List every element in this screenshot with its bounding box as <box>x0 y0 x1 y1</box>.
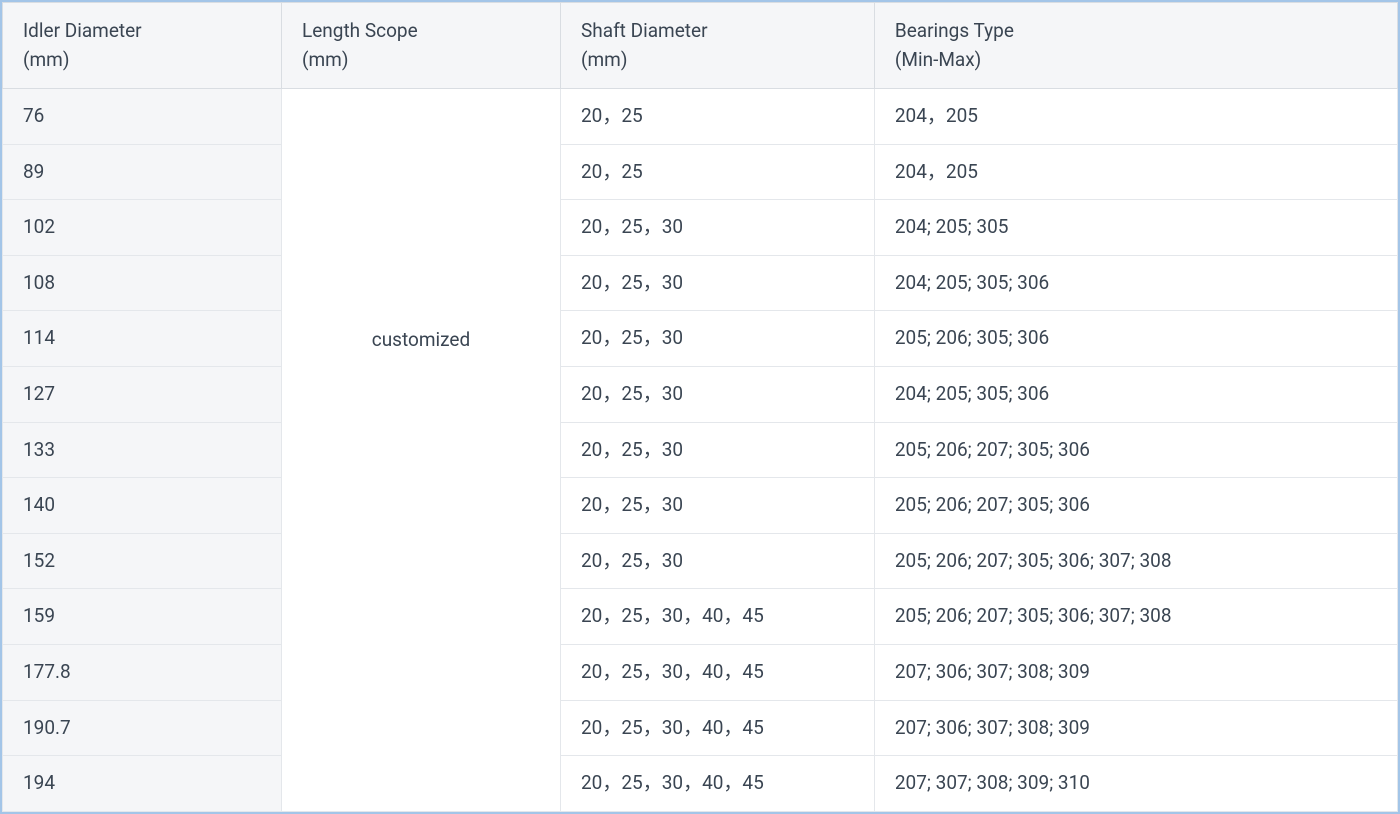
table-header: Idler Diameter (mm) Length Scope (mm) Sh… <box>3 3 1398 89</box>
cell-shaft-diameter: 20，25，30，40，45 <box>561 756 875 812</box>
cell-bearings-type: 204; 205; 305; 306 <box>874 366 1397 422</box>
col-header-line1: Bearings Type <box>895 19 1014 42</box>
cell-idler-diameter: 159 <box>3 589 282 645</box>
cell-shaft-diameter: 20，25，30 <box>561 533 875 589</box>
cell-length-scope: customized <box>282 89 561 812</box>
idler-spec-table: Idler Diameter (mm) Length Scope (mm) Sh… <box>2 2 1398 812</box>
col-header-idler-diameter: Idler Diameter (mm) <box>3 3 282 89</box>
header-row: Idler Diameter (mm) Length Scope (mm) Sh… <box>3 3 1398 89</box>
cell-bearings-type: 205; 206; 305; 306 <box>874 311 1397 367</box>
col-header-line2: (mm) <box>23 48 69 71</box>
cell-shaft-diameter: 20，25，30，40，45 <box>561 700 875 756</box>
cell-shaft-diameter: 20，25，30，40，45 <box>561 589 875 645</box>
table-row: 108 20，25，30204; 205; 305; 306 <box>3 255 1398 311</box>
cell-idler-diameter: 133 <box>3 422 282 478</box>
col-header-line2: (mm) <box>581 48 627 71</box>
table-body: 76customized20，25204，2058920，25204，20510… <box>3 89 1398 812</box>
col-header-line2: (Min-Max) <box>895 48 981 71</box>
col-header-length-scope: Length Scope (mm) <box>282 3 561 89</box>
cell-idler-diameter: 108 <box>3 255 282 311</box>
table-row: 76customized20，25204，205 <box>3 89 1398 145</box>
cell-shaft-diameter: 20，25，30 <box>561 255 875 311</box>
col-header-bearings-type: Bearings Type (Min-Max) <box>874 3 1397 89</box>
cell-idler-diameter: 114 <box>3 311 282 367</box>
cell-shaft-diameter: 20，25 <box>561 89 875 145</box>
cell-idler-diameter: 140 <box>3 478 282 534</box>
cell-bearings-type: 205; 206; 207; 305; 306; 307; 308 <box>874 533 1397 589</box>
cell-shaft-diameter: 20，25，30 <box>561 200 875 256</box>
table-row: 133 20，25，30205; 206; 207; 305; 306 <box>3 422 1398 478</box>
cell-bearings-type: 207; 306; 307; 308; 309 <box>874 644 1397 700</box>
col-header-line1: Idler Diameter <box>23 19 142 42</box>
col-header-line1: Length Scope <box>302 19 418 42</box>
cell-bearings-type: 204; 205; 305 <box>874 200 1397 256</box>
table-row: 140 20，25，30205; 206; 207; 305; 306 <box>3 478 1398 534</box>
table-row: 159 20，25，30，40，45205; 206; 207; 305; 306… <box>3 589 1398 645</box>
cell-bearings-type: 204，205 <box>874 89 1397 145</box>
cell-bearings-type: 205; 206; 207; 305; 306 <box>874 422 1397 478</box>
idler-spec-table-container: Idler Diameter (mm) Length Scope (mm) Sh… <box>0 0 1400 814</box>
table-row: 89 20，25204，205 <box>3 144 1398 200</box>
table-row: 102 20，25，30204; 205; 305 <box>3 200 1398 256</box>
cell-shaft-diameter: 20，25，30 <box>561 366 875 422</box>
cell-shaft-diameter: 20，25，30 <box>561 478 875 534</box>
table-row: 194 20，25，30，40，45207; 307; 308; 309; 310 <box>3 756 1398 812</box>
cell-idler-diameter: 190.7 <box>3 700 282 756</box>
cell-shaft-diameter: 20，25，30 <box>561 422 875 478</box>
cell-bearings-type: 207; 306; 307; 308; 309 <box>874 700 1397 756</box>
cell-shaft-diameter: 20，25，30，40，45 <box>561 644 875 700</box>
cell-shaft-diameter: 20，25，30 <box>561 311 875 367</box>
cell-idler-diameter: 102 <box>3 200 282 256</box>
cell-idler-diameter: 177.8 <box>3 644 282 700</box>
table-row: 190.7 20，25，30，40，45207; 306; 307; 308; 3… <box>3 700 1398 756</box>
cell-idler-diameter: 127 <box>3 366 282 422</box>
cell-shaft-diameter: 20，25 <box>561 144 875 200</box>
cell-bearings-type: 204，205 <box>874 144 1397 200</box>
cell-bearings-type: 205; 206; 207; 305; 306; 307; 308 <box>874 589 1397 645</box>
table-row: 114 20，25，30205; 206; 305; 306 <box>3 311 1398 367</box>
col-header-line1: Shaft Diameter <box>581 19 708 42</box>
cell-bearings-type: 207; 307; 308; 309; 310 <box>874 756 1397 812</box>
table-row: 127 20，25，30204; 205; 305; 306 <box>3 366 1398 422</box>
table-row: 177.8 20，25，30，40，45207; 306; 307; 308; 3… <box>3 644 1398 700</box>
col-header-line2: (mm) <box>302 48 348 71</box>
cell-bearings-type: 205; 206; 207; 305; 306 <box>874 478 1397 534</box>
col-header-shaft-diameter: Shaft Diameter (mm) <box>561 3 875 89</box>
table-row: 152 20，25，30205; 206; 207; 305; 306; 307;… <box>3 533 1398 589</box>
cell-idler-diameter: 76 <box>3 89 282 145</box>
cell-idler-diameter: 194 <box>3 756 282 812</box>
cell-idler-diameter: 89 <box>3 144 282 200</box>
cell-bearings-type: 204; 205; 305; 306 <box>874 255 1397 311</box>
cell-idler-diameter: 152 <box>3 533 282 589</box>
